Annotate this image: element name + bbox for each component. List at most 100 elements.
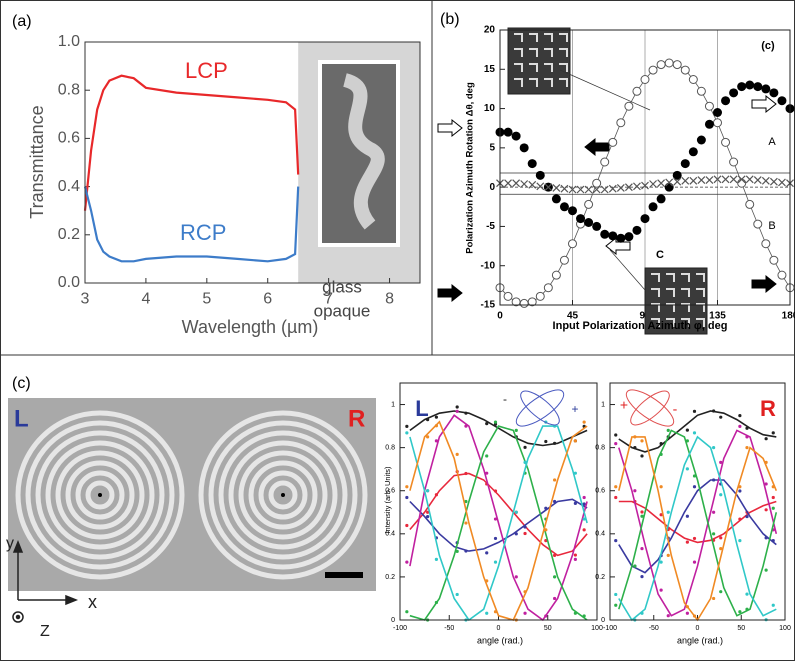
spiral-left bbox=[15, 410, 185, 580]
data-point bbox=[656, 194, 666, 204]
data-point bbox=[745, 607, 749, 611]
inset-glyph bbox=[681, 318, 690, 327]
data-point bbox=[685, 439, 689, 443]
data-point bbox=[616, 184, 625, 192]
data-point bbox=[771, 506, 775, 510]
y-tick-label: 0.4 bbox=[385, 531, 395, 538]
data-point bbox=[527, 159, 537, 169]
series-line bbox=[618, 435, 777, 622]
data-point bbox=[771, 603, 775, 607]
data-point bbox=[485, 454, 489, 458]
data-point bbox=[704, 101, 714, 111]
inset-glyph bbox=[666, 303, 675, 312]
y-axis-label: Transmittance bbox=[27, 105, 47, 218]
data-point bbox=[761, 176, 770, 185]
data-point bbox=[434, 600, 438, 605]
inset-glyph bbox=[514, 63, 523, 72]
data-point bbox=[434, 415, 438, 419]
data-point bbox=[685, 428, 689, 432]
inset-glyph bbox=[529, 33, 538, 42]
inset-glyph bbox=[666, 318, 675, 327]
series-line bbox=[618, 500, 777, 544]
x-axis-label: angle (rad.) bbox=[477, 635, 523, 645]
data-point bbox=[745, 199, 755, 209]
x-tick-label: 100 bbox=[591, 625, 603, 632]
data-point bbox=[704, 119, 714, 129]
data-point bbox=[712, 510, 716, 514]
x-tick-label: 45 bbox=[567, 311, 579, 322]
data-point bbox=[568, 185, 577, 194]
data-point bbox=[493, 489, 498, 493]
x-tick-label: 180 bbox=[782, 311, 795, 322]
data-point bbox=[680, 159, 690, 169]
inset-glyph bbox=[651, 318, 660, 327]
x-tick-label: -100 bbox=[393, 625, 407, 632]
data-point bbox=[712, 446, 716, 450]
data-point bbox=[568, 239, 577, 249]
data-point bbox=[745, 435, 749, 439]
data-point bbox=[705, 176, 714, 184]
y-tick-label: 0 bbox=[391, 617, 395, 624]
series-line bbox=[409, 498, 588, 552]
pointer bbox=[609, 249, 646, 291]
data-point bbox=[769, 255, 779, 265]
inset-glyph bbox=[559, 63, 568, 72]
x-tick-label: 135 bbox=[709, 311, 726, 322]
data-point bbox=[434, 424, 438, 428]
data-point bbox=[685, 540, 689, 544]
inset-pattern bbox=[507, 27, 571, 95]
reference-label: B bbox=[768, 220, 775, 232]
data-point bbox=[614, 433, 618, 437]
data-point bbox=[573, 439, 577, 443]
inset-glyph bbox=[666, 288, 675, 297]
data-point bbox=[640, 611, 644, 615]
data-point bbox=[712, 596, 716, 601]
inset-glyph bbox=[544, 48, 553, 57]
data-point bbox=[777, 270, 787, 280]
block-arrow bbox=[437, 283, 463, 303]
data-point bbox=[624, 183, 633, 192]
data-point bbox=[455, 405, 459, 409]
y-tick-label: 10 bbox=[484, 103, 496, 114]
inset-glyph bbox=[696, 303, 705, 312]
data-point bbox=[738, 489, 742, 493]
data-point bbox=[405, 495, 409, 500]
data-point bbox=[544, 506, 548, 510]
y-tick-label: 0.8 bbox=[595, 444, 605, 451]
data-point bbox=[633, 446, 637, 450]
data-point bbox=[640, 214, 650, 224]
data-point bbox=[592, 178, 602, 188]
data-point bbox=[666, 553, 670, 557]
inset-glyph bbox=[666, 273, 675, 282]
series-line bbox=[409, 425, 588, 621]
data-point bbox=[719, 536, 723, 540]
data-point bbox=[544, 528, 548, 532]
data-point bbox=[738, 414, 742, 418]
data-point bbox=[769, 88, 779, 98]
data-point bbox=[681, 176, 690, 185]
data-point bbox=[559, 255, 569, 265]
data-point bbox=[426, 514, 430, 519]
data-point bbox=[573, 557, 577, 561]
data-point bbox=[745, 514, 749, 519]
polarization-ellipse bbox=[630, 390, 670, 426]
data-point bbox=[719, 460, 723, 465]
data-point bbox=[632, 86, 642, 96]
data-point bbox=[640, 546, 644, 551]
series-line bbox=[83, 74, 300, 211]
data-point bbox=[692, 536, 697, 541]
y-tick-label: 0.6 bbox=[58, 130, 80, 147]
data-point bbox=[719, 415, 723, 419]
data-point bbox=[640, 575, 644, 579]
data-point bbox=[464, 411, 468, 415]
data-point bbox=[761, 84, 771, 94]
y-tick-label: 0 bbox=[489, 182, 495, 193]
data-point bbox=[685, 467, 689, 471]
data-point bbox=[493, 536, 498, 541]
data-point bbox=[692, 614, 697, 618]
x-tick-label: 6 bbox=[263, 291, 272, 308]
spiral-center bbox=[281, 493, 285, 497]
series-line bbox=[409, 425, 588, 622]
inset-glyph bbox=[544, 63, 553, 72]
data-point bbox=[573, 611, 577, 615]
